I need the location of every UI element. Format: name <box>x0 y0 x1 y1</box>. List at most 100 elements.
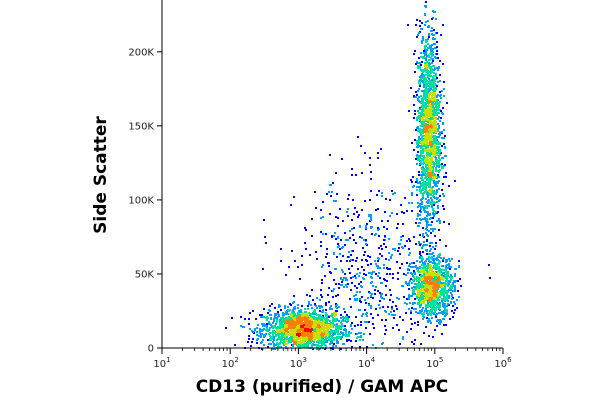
event-dot <box>421 28 423 30</box>
event-dot <box>442 157 444 159</box>
event-dot <box>307 312 309 314</box>
event-dot <box>424 205 426 207</box>
event-dot <box>270 318 272 320</box>
event-dot <box>443 221 445 223</box>
event-dot <box>429 161 431 163</box>
event-dot <box>328 338 330 340</box>
event-dot <box>250 345 252 347</box>
event-dot <box>425 188 427 190</box>
event-dot <box>338 320 340 322</box>
event-dot <box>298 335 300 337</box>
event-dot <box>322 342 324 344</box>
event-dot <box>418 171 420 173</box>
event-dot <box>418 57 420 59</box>
event-dot <box>426 258 428 260</box>
event-dot <box>439 195 441 197</box>
event-dot <box>384 310 386 312</box>
event-dot <box>434 113 436 115</box>
event-dot <box>306 294 308 296</box>
event-dot <box>376 194 378 196</box>
event-dot <box>426 55 428 57</box>
event-dot <box>364 309 366 311</box>
event-dot <box>401 211 403 213</box>
event-dot <box>422 57 424 59</box>
event-dot <box>410 87 412 89</box>
event-dot <box>315 322 317 324</box>
event-dot <box>416 19 418 21</box>
event-dot <box>294 313 296 315</box>
event-dot <box>418 117 420 119</box>
event-dot <box>444 155 446 157</box>
event-dot <box>288 266 290 268</box>
event-dot <box>450 289 452 291</box>
event-dot <box>434 213 436 215</box>
event-dot <box>345 318 347 320</box>
event-dot <box>260 336 262 338</box>
event-dot <box>328 316 330 318</box>
event-dot <box>437 207 439 209</box>
event-dot <box>414 298 416 300</box>
event-dot <box>430 224 432 226</box>
event-dot <box>420 56 422 58</box>
event-dot <box>427 85 429 87</box>
event-dot <box>370 215 372 217</box>
event-dot <box>377 275 379 277</box>
event-dot <box>442 279 444 281</box>
event-dot <box>421 105 423 107</box>
event-dot <box>364 152 366 154</box>
event-dot <box>425 260 427 262</box>
event-dot <box>269 305 271 307</box>
event-dot <box>365 313 367 315</box>
event-dot <box>360 285 362 287</box>
event-dot <box>438 102 440 104</box>
event-dot <box>435 283 437 285</box>
event-dot <box>431 256 433 258</box>
event-dot <box>424 177 426 179</box>
event-dot <box>433 137 435 139</box>
event-dot <box>414 339 416 341</box>
event-dot <box>422 189 424 191</box>
event-dot <box>290 304 292 306</box>
event-dot <box>433 110 435 112</box>
event-dot <box>432 89 434 91</box>
event-dot <box>351 228 353 230</box>
event-dot <box>304 344 306 346</box>
event-dot <box>328 287 330 289</box>
event-dot <box>327 329 329 331</box>
event-dot <box>433 255 435 257</box>
event-dot <box>291 250 293 252</box>
event-dot <box>304 308 306 310</box>
event-dot <box>225 327 227 329</box>
event-dot <box>311 235 313 237</box>
event-dot <box>333 343 335 345</box>
event-dot <box>313 341 315 343</box>
event-dot <box>413 185 415 187</box>
event-dot <box>430 302 432 304</box>
event-dot <box>318 320 320 322</box>
event-dot <box>425 93 427 95</box>
event-dot <box>420 161 422 163</box>
event-dot <box>434 141 436 143</box>
event-dot <box>446 102 448 104</box>
event-dot <box>295 329 297 331</box>
event-dot <box>430 248 432 250</box>
event-dot <box>430 88 432 90</box>
event-dot <box>427 156 429 158</box>
event-dot <box>269 327 271 329</box>
event-dot <box>304 326 306 328</box>
event-dot <box>423 162 425 164</box>
event-dot <box>322 309 324 311</box>
event-dot <box>454 273 456 275</box>
event-dot <box>282 313 284 315</box>
event-dot <box>318 334 320 336</box>
event-dot <box>354 285 356 287</box>
event-dot <box>431 44 433 46</box>
event-dot <box>424 284 426 286</box>
event-dot <box>418 241 420 243</box>
event-dot <box>434 193 436 195</box>
event-dot <box>436 165 438 167</box>
event-dot <box>424 263 426 265</box>
event-dot <box>438 312 440 314</box>
event-dot <box>249 312 251 314</box>
event-dot <box>291 311 293 313</box>
